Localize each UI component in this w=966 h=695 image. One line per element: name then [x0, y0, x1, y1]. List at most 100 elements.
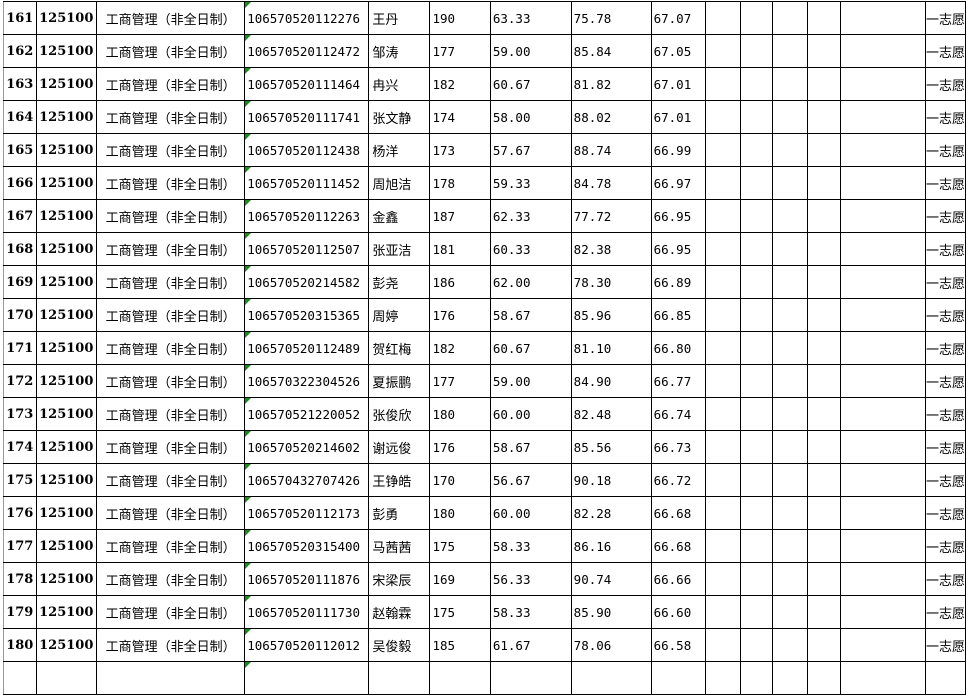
cell-score-2[interactable]: 60.67	[489, 331, 572, 365]
cell-empty[interactable]	[772, 100, 808, 134]
cell-score-3[interactable]: 90.18	[570, 463, 652, 497]
cell-empty[interactable]	[705, 628, 741, 662]
cell-major-code[interactable]: 125100	[35, 496, 97, 530]
cell-score-1[interactable]: 190	[429, 1, 491, 35]
cell-major-code[interactable]	[35, 661, 97, 695]
cell-rank[interactable]: 167	[3, 199, 37, 233]
cell-candidate-id[interactable]: 106570520111452	[244, 166, 370, 200]
cell-candidate-id[interactable]: 106570520111741	[244, 100, 370, 134]
cell-empty[interactable]	[806, 430, 841, 464]
cell-major-name[interactable]: 工商管理（非全日制）	[95, 34, 246, 68]
cell-major-name[interactable]: 工商管理（非全日制）	[95, 496, 246, 530]
cell-empty[interactable]	[739, 1, 774, 35]
cell-empty[interactable]	[772, 67, 808, 101]
cell-score-3[interactable]: 82.38	[570, 232, 652, 266]
cell-total-score[interactable]	[650, 661, 707, 695]
cell-candidate-id[interactable]: 106570521220052	[244, 397, 370, 431]
cell-score-1[interactable]: 182	[429, 67, 491, 101]
cell-preference[interactable]: 一志愿	[924, 595, 966, 629]
cell-score-3[interactable]: 90.74	[570, 562, 652, 596]
cell-score-1[interactable]: 175	[429, 529, 491, 563]
cell-major-code[interactable]: 125100	[35, 199, 97, 233]
cell-candidate-name[interactable]: 夏振鹏	[368, 364, 431, 398]
cell-empty[interactable]	[839, 166, 926, 200]
cell-empty[interactable]	[705, 331, 741, 365]
cell-score-2[interactable]: 62.33	[489, 199, 572, 233]
cell-preference[interactable]: 一志愿	[924, 199, 966, 233]
cell-candidate-id[interactable]: 106570520315400	[244, 529, 370, 563]
cell-score-3[interactable]: 85.84	[570, 34, 652, 68]
cell-score-2[interactable]: 63.33	[489, 1, 572, 35]
cell-preference[interactable]: 一志愿	[924, 34, 966, 68]
cell-major-name[interactable]: 工商管理（非全日制）	[95, 628, 246, 662]
cell-candidate-id[interactable]: 106570520112438	[244, 133, 370, 167]
cell-rank[interactable]: 172	[3, 364, 37, 398]
cell-candidate-id[interactable]	[244, 661, 370, 695]
cell-score-3[interactable]: 85.90	[570, 595, 652, 629]
cell-major-name[interactable]: 工商管理（非全日制）	[95, 595, 246, 629]
cell-empty[interactable]	[705, 463, 741, 497]
cell-rank[interactable]: 177	[3, 529, 37, 563]
cell-total-score[interactable]: 66.99	[650, 133, 707, 167]
cell-candidate-id[interactable]: 106570432707426	[244, 463, 370, 497]
cell-candidate-id[interactable]: 106570520112173	[244, 496, 370, 530]
cell-major-code[interactable]: 125100	[35, 463, 97, 497]
cell-candidate-name[interactable]: 金鑫	[368, 199, 431, 233]
cell-candidate-id[interactable]: 106570520111876	[244, 562, 370, 596]
cell-empty[interactable]	[772, 562, 808, 596]
cell-empty[interactable]	[806, 34, 841, 68]
cell-empty[interactable]	[839, 496, 926, 530]
cell-empty[interactable]	[739, 133, 774, 167]
cell-score-3[interactable]: 88.02	[570, 100, 652, 134]
cell-score-1[interactable]: 185	[429, 628, 491, 662]
cell-candidate-name[interactable]: 彭勇	[368, 496, 431, 530]
cell-preference[interactable]: 一志愿	[924, 232, 966, 266]
cell-empty[interactable]	[739, 100, 774, 134]
cell-major-code[interactable]: 125100	[35, 529, 97, 563]
cell-candidate-id[interactable]: 106570520112276	[244, 1, 370, 35]
cell-major-code[interactable]: 125100	[35, 232, 97, 266]
cell-score-1[interactable]: 181	[429, 232, 491, 266]
cell-empty[interactable]	[739, 331, 774, 365]
cell-empty[interactable]	[839, 463, 926, 497]
cell-rank[interactable]: 169	[3, 265, 37, 299]
cell-empty[interactable]	[806, 166, 841, 200]
cell-rank[interactable]: 175	[3, 463, 37, 497]
cell-empty[interactable]	[705, 496, 741, 530]
cell-empty[interactable]	[806, 463, 841, 497]
cell-empty[interactable]	[806, 133, 841, 167]
cell-score-2[interactable]: 60.67	[489, 67, 572, 101]
cell-score-2[interactable]	[489, 661, 572, 695]
cell-empty[interactable]	[739, 166, 774, 200]
cell-score-1[interactable]: 186	[429, 265, 491, 299]
cell-preference[interactable]: 一志愿	[924, 166, 966, 200]
cell-score-1[interactable]: 182	[429, 331, 491, 365]
cell-empty[interactable]	[839, 1, 926, 35]
cell-empty[interactable]	[772, 34, 808, 68]
cell-score-1[interactable]: 174	[429, 100, 491, 134]
cell-major-name[interactable]: 工商管理（非全日制）	[95, 529, 246, 563]
cell-score-2[interactable]: 60.33	[489, 232, 572, 266]
cell-candidate-id[interactable]: 106570520112472	[244, 34, 370, 68]
cell-major-name[interactable]: 工商管理（非全日制）	[95, 397, 246, 431]
cell-empty[interactable]	[772, 133, 808, 167]
cell-major-code[interactable]: 125100	[35, 265, 97, 299]
cell-empty[interactable]	[806, 265, 841, 299]
cell-preference[interactable]: 一志愿	[924, 496, 966, 530]
cell-score-3[interactable]	[570, 661, 652, 695]
cell-major-name[interactable]: 工商管理（非全日制）	[95, 298, 246, 332]
cell-total-score[interactable]: 66.77	[650, 364, 707, 398]
cell-score-3[interactable]: 85.56	[570, 430, 652, 464]
cell-empty[interactable]	[839, 265, 926, 299]
cell-major-code[interactable]: 125100	[35, 133, 97, 167]
cell-empty[interactable]	[739, 562, 774, 596]
cell-total-score[interactable]: 66.68	[650, 529, 707, 563]
cell-total-score[interactable]: 66.72	[650, 463, 707, 497]
cell-total-score[interactable]: 67.07	[650, 1, 707, 35]
cell-empty[interactable]	[705, 199, 741, 233]
cell-score-2[interactable]: 60.00	[489, 496, 572, 530]
cell-empty[interactable]	[739, 67, 774, 101]
cell-preference[interactable]: 一志愿	[924, 1, 966, 35]
cell-score-3[interactable]: 75.78	[570, 1, 652, 35]
cell-candidate-name[interactable]: 彭尧	[368, 265, 431, 299]
